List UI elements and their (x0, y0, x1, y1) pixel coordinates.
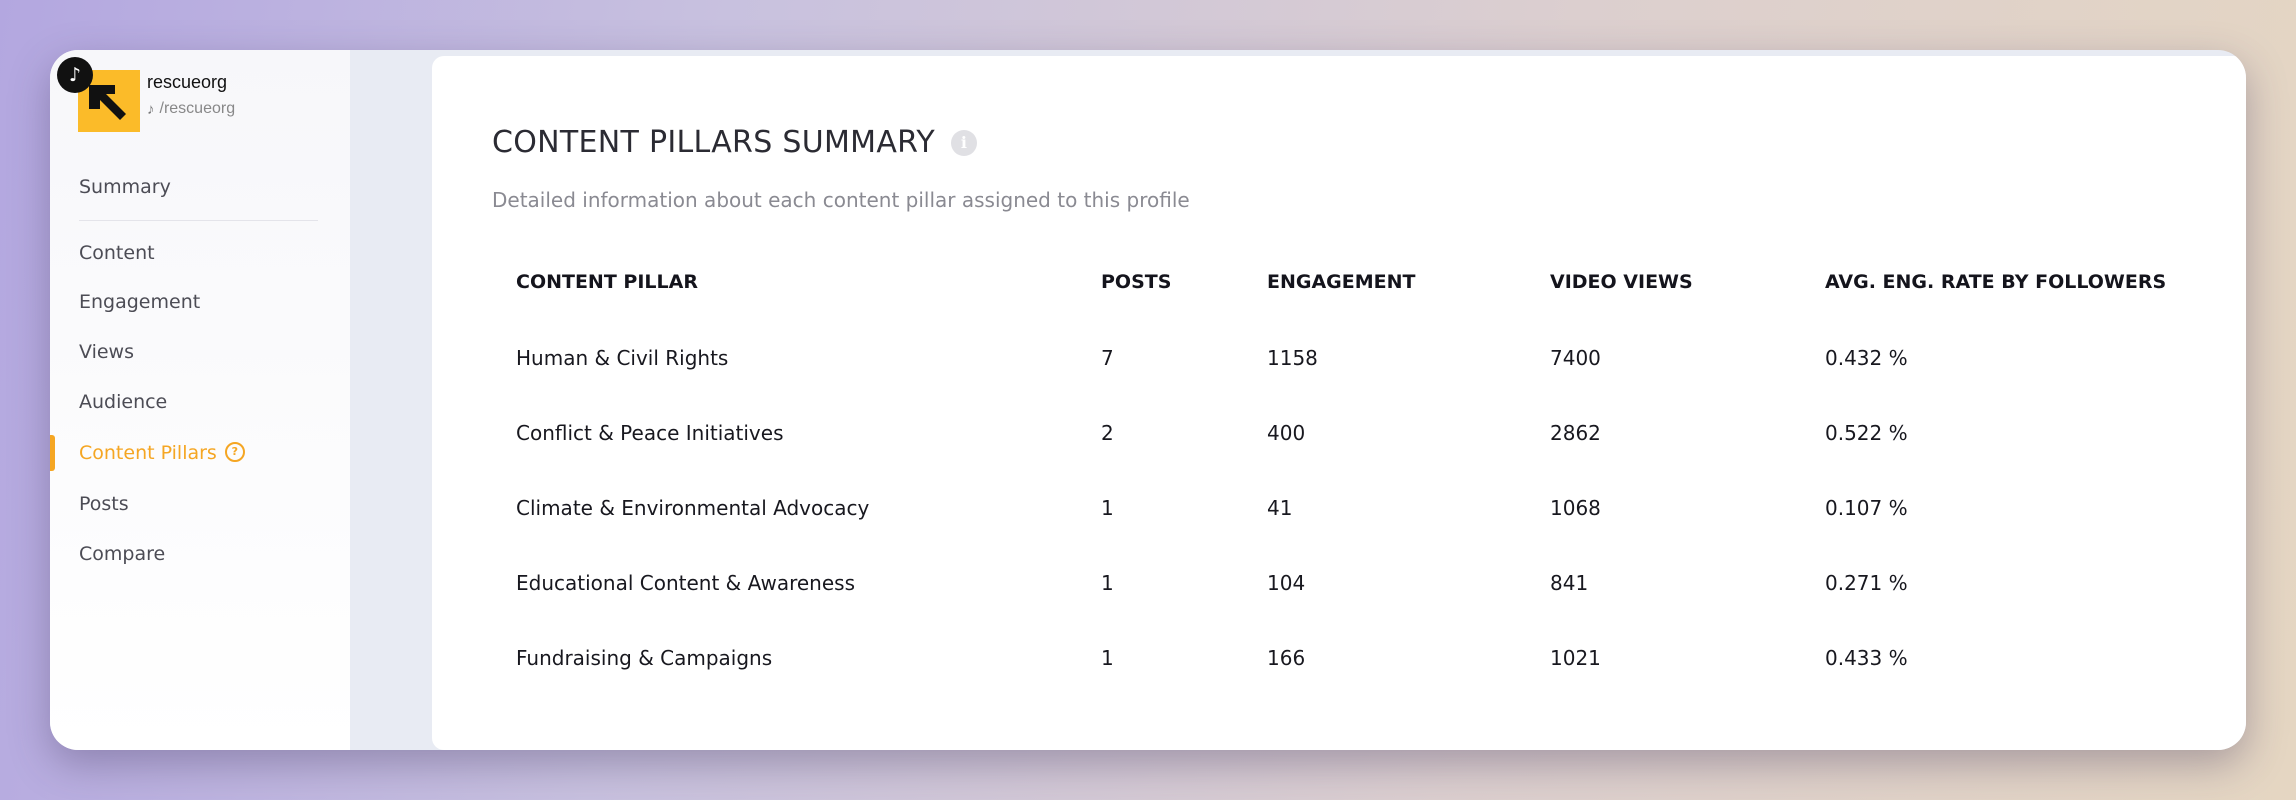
avg-eng-rate-cell: 0.271 % (1825, 571, 1908, 595)
sidebar-item-engagement[interactable]: Engagement (79, 291, 201, 313)
app-window: ♪ rescueorg ♪ /rescueorg Summary Content… (50, 50, 2246, 750)
posts-cell: 2 (1101, 421, 1114, 445)
column-header-engagement[interactable]: ENGAGEMENT (1267, 271, 1416, 293)
nav-divider (79, 220, 318, 221)
pillar-name-cell: Conflict & Peace Initiatives (516, 421, 784, 445)
video-views-cell: 1068 (1550, 496, 1601, 520)
avg-eng-rate-cell: 0.107 % (1825, 496, 1908, 520)
active-indicator (50, 435, 55, 471)
sidebar-item-views[interactable]: Views (79, 341, 134, 363)
video-views-cell: 841 (1550, 571, 1589, 595)
avg-eng-rate-cell: 0.432 % (1825, 346, 1908, 370)
profile-header[interactable]: ♪ rescueorg ♪ /rescueorg (50, 50, 350, 150)
profile-handle: ♪ /rescueorg (147, 100, 235, 118)
avg-eng-rate-cell: 0.433 % (1825, 646, 1908, 670)
video-views-cell: 7400 (1550, 346, 1601, 370)
posts-cell: 1 (1101, 571, 1114, 595)
sidebar-item-content[interactable]: Content (79, 242, 155, 264)
pillar-name-cell: Human & Civil Rights (516, 346, 729, 370)
video-views-cell: 1021 (1550, 646, 1601, 670)
sidebar-item-label: Content Pillars (79, 442, 217, 464)
pillar-name-cell: Fundraising & Campaigns (516, 646, 773, 670)
page-subtitle: Detailed information about each content … (492, 188, 1190, 212)
engagement-cell: 104 (1267, 571, 1306, 595)
posts-cell: 1 (1101, 496, 1114, 520)
content-pillars-panel: CONTENT PILLARS SUMMARY i Detailed infor… (432, 56, 2246, 750)
sidebar-item-summary[interactable]: Summary (79, 176, 171, 198)
column-header-content-pillar[interactable]: CONTENT PILLAR (516, 271, 698, 293)
tiktok-icon: ♪ (57, 57, 93, 93)
pillar-name-cell: Educational Content & Awareness (516, 571, 855, 595)
question-circle-icon[interactable]: ? (224, 441, 245, 462)
sidebar-item-posts[interactable]: Posts (79, 493, 129, 515)
profile-handle-text: /rescueorg (159, 100, 236, 117)
video-views-cell: 2862 (1550, 421, 1601, 445)
posts-cell: 1 (1101, 646, 1114, 670)
engagement-cell: 41 (1267, 496, 1293, 520)
pillar-name-cell: Climate & Environmental Advocacy (516, 496, 870, 520)
column-header-avg-eng-rate[interactable]: AVG. ENG. RATE BY FOLLOWERS (1825, 271, 2167, 293)
avg-eng-rate-cell: 0.522 % (1825, 421, 1908, 445)
column-header-posts[interactable]: POSTS (1101, 271, 1172, 293)
page-title: CONTENT PILLARS SUMMARY (492, 125, 936, 160)
sidebar: ♪ rescueorg ♪ /rescueorg Summary Content… (50, 50, 350, 750)
engagement-cell: 1158 (1267, 346, 1318, 370)
sidebar-item-content-pillars[interactable]: Content Pillars? (79, 435, 245, 471)
tiktok-small-icon: ♪ (147, 100, 155, 118)
column-header-video-views[interactable]: VIDEO VIEWS (1550, 271, 1693, 293)
sidebar-item-audience[interactable]: Audience (79, 391, 168, 413)
sidebar-item-compare[interactable]: Compare (79, 543, 166, 565)
posts-cell: 7 (1101, 346, 1114, 370)
info-icon[interactable]: i (951, 129, 978, 156)
panel-header: CONTENT PILLARS SUMMARY i (492, 125, 978, 160)
rescue-arrow-logo-icon (89, 85, 126, 120)
profile-name: rescueorg (147, 72, 228, 92)
engagement-cell: 166 (1267, 646, 1306, 670)
engagement-cell: 400 (1267, 421, 1306, 445)
